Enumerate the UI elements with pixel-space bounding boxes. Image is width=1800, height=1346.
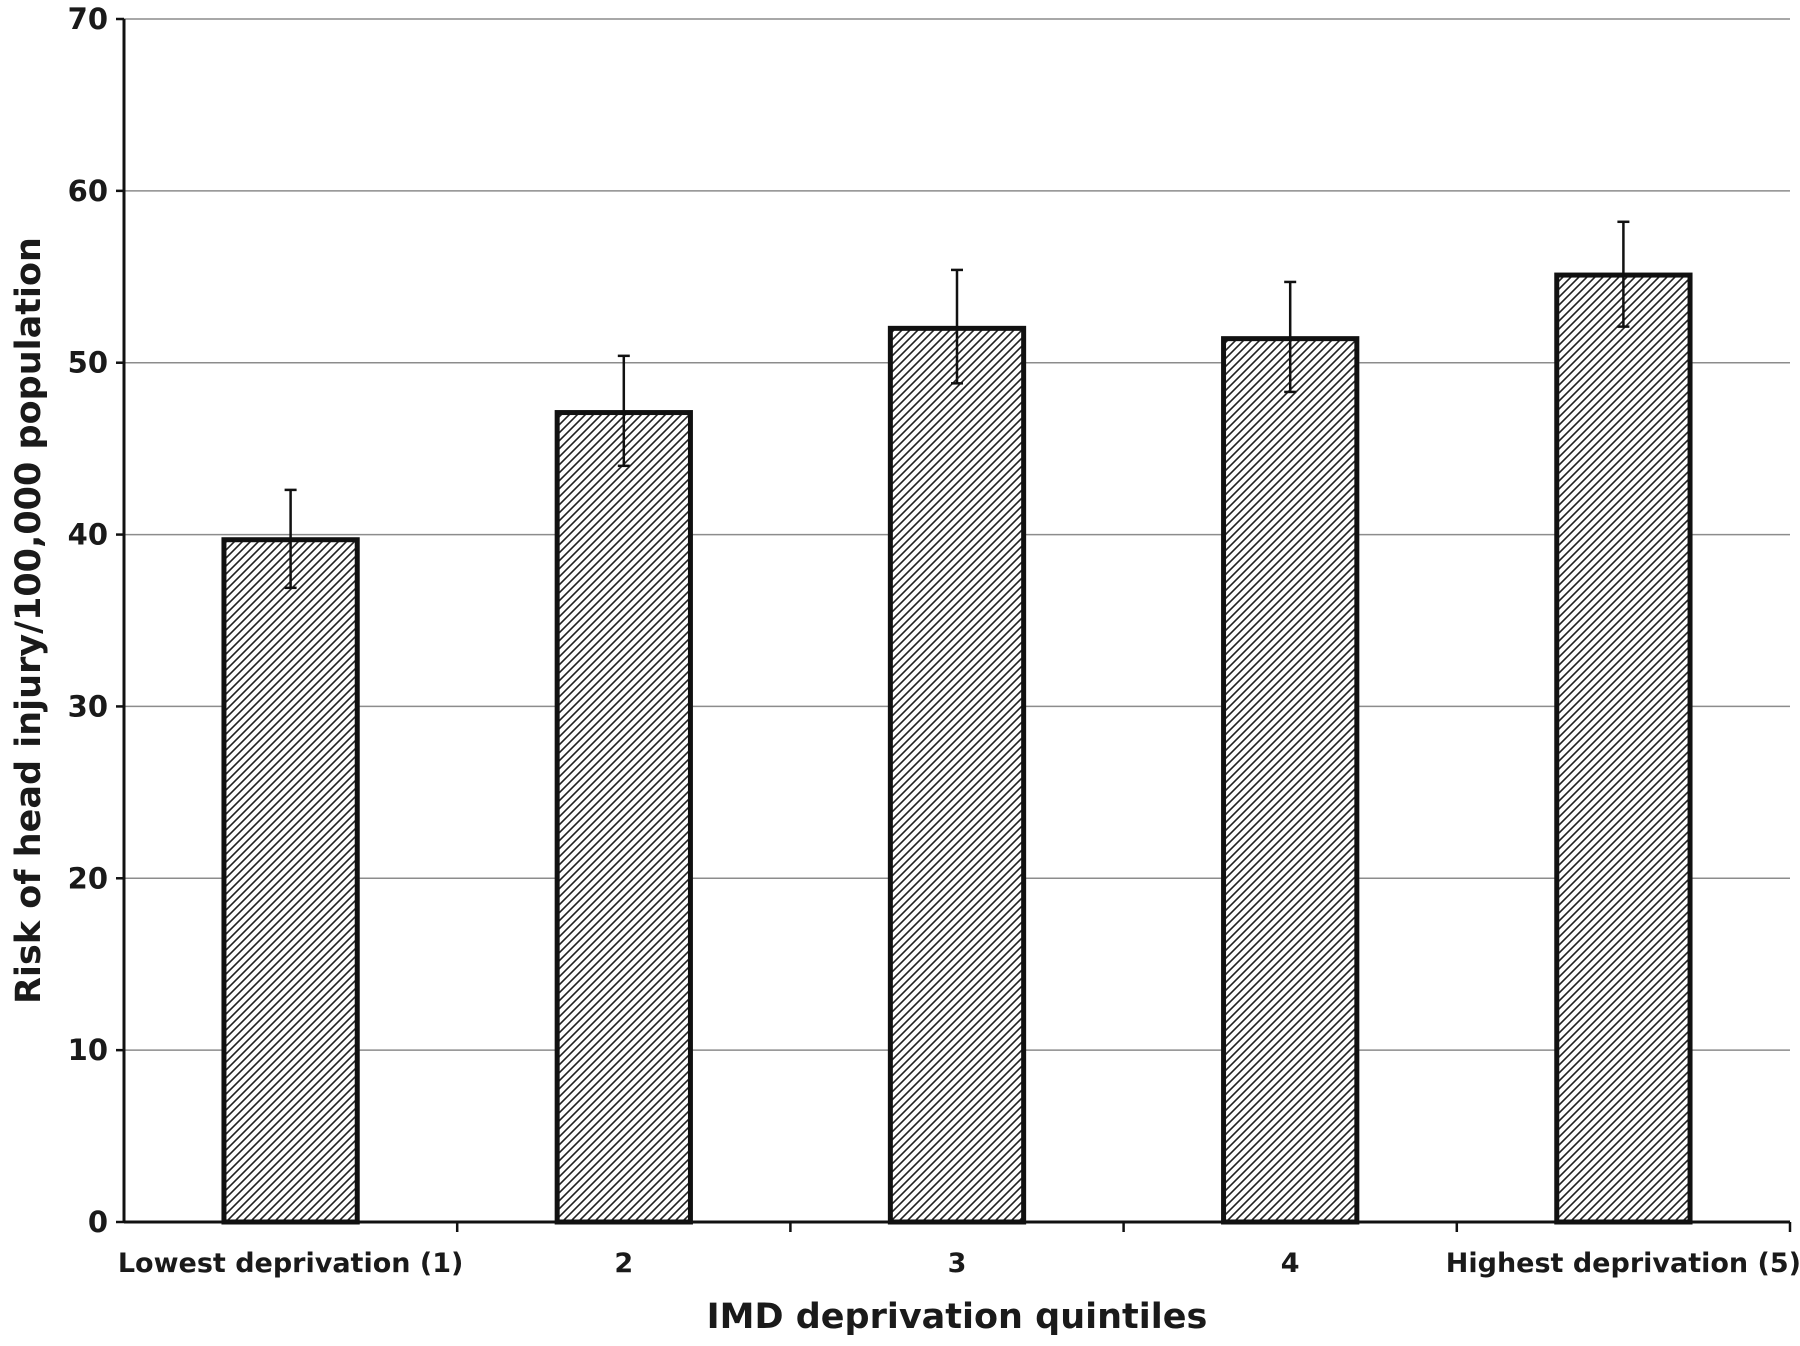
y-tick-label: 20	[68, 861, 108, 895]
y-axis-title: Risk of head injury/100,000 population	[9, 237, 49, 1004]
error-bar	[951, 268, 963, 385]
x-tick-label: 4	[1281, 1248, 1300, 1279]
error-bar	[617, 354, 630, 468]
y-tick-label: 0	[88, 1205, 108, 1239]
bars	[221, 272, 1693, 1225]
bar	[554, 410, 693, 1225]
error-bar	[1284, 280, 1297, 394]
bar	[1554, 272, 1693, 1225]
bar	[887, 325, 1027, 1225]
y-tick-label: 70	[68, 2, 108, 36]
bar	[221, 537, 360, 1225]
error-bar	[1617, 220, 1630, 328]
x-axis-title: IMD deprivation quintiles	[707, 1297, 1208, 1337]
x-tick-label: Lowest deprivation (1)	[118, 1248, 464, 1279]
y-tick-label: 10	[68, 1033, 108, 1067]
y-tick-label: 60	[68, 174, 108, 208]
x-tick-labels: Lowest deprivation (1) 2 3 4 Highest depriva…	[118, 1248, 1800, 1279]
error-bars	[284, 220, 1630, 590]
axes	[122, 19, 1790, 1224]
y-tick-label: 30	[68, 689, 108, 723]
y-tick-labels: 0 10 20 30 40 50 60 70	[68, 2, 108, 1239]
x-tick-label: 2	[614, 1248, 633, 1279]
x-tick-label: 3	[948, 1248, 967, 1279]
bar	[1221, 336, 1360, 1225]
error-bar	[284, 488, 297, 590]
y-tick-label: 40	[68, 518, 108, 552]
x-tick-label: Highest deprivation (5)	[1446, 1248, 1800, 1279]
y-tick-label: 50	[68, 346, 108, 380]
